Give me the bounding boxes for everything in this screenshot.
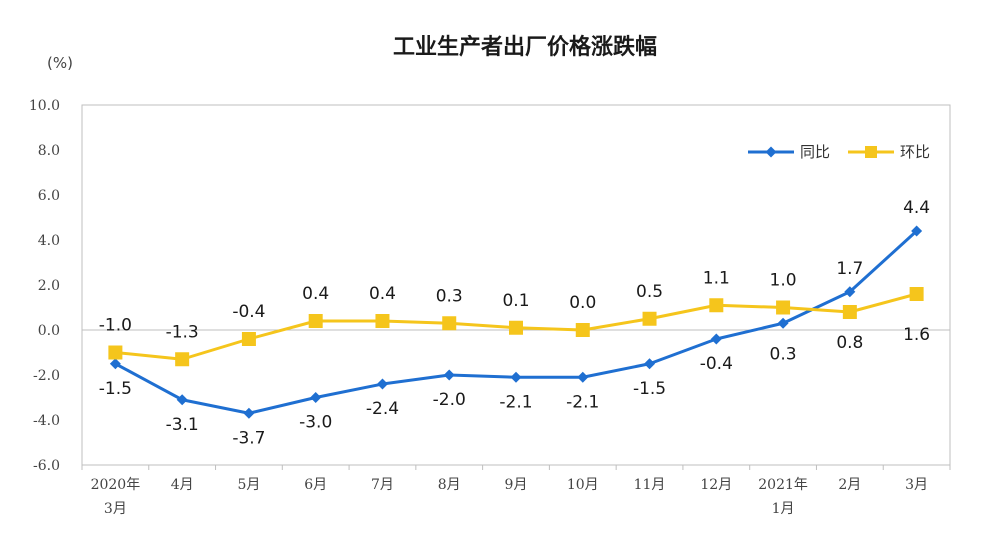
x-tick-label: 3月 [905, 477, 928, 493]
data-label-yoy: -3.7 [232, 428, 265, 448]
legend-label: 环比 [900, 143, 930, 161]
y-unit-label: (%) [47, 54, 73, 72]
x-tick-label: 5月 [237, 477, 260, 493]
x-tick-label: 6月 [304, 477, 327, 493]
data-point-mom [442, 316, 457, 331]
data-point-mom [308, 314, 323, 328]
series-layer [108, 225, 924, 419]
data-label-yoy: -3.1 [166, 415, 199, 435]
data-label-mom: -0.4 [232, 302, 265, 322]
y-tick-label: 6.0 [38, 188, 60, 204]
data-label-yoy: -2.4 [366, 399, 399, 419]
legend-swatch-marker [765, 146, 777, 158]
data-label-mom: -1.3 [166, 322, 199, 342]
data-label-mom: 0.0 [569, 293, 596, 313]
x-tick-label: 8月 [438, 477, 461, 493]
y-tick-label: -6.0 [33, 458, 60, 474]
plot-area-frame [81, 104, 951, 466]
y-tick-label: 0.0 [38, 323, 60, 339]
data-point-mom [509, 320, 523, 335]
data-point-mom [842, 305, 857, 319]
x-tick-label: 12月 [700, 477, 732, 493]
data-point-yoy [644, 358, 656, 370]
data-label-mom: 0.5 [636, 282, 663, 302]
x-tick-label: 7月 [371, 477, 394, 493]
data-label-mom: 0.3 [436, 286, 463, 306]
data-label-yoy: -1.5 [99, 379, 132, 399]
data-label-yoy: -1.5 [633, 379, 666, 399]
data-label-yoy: 4.4 [903, 198, 930, 218]
x-tick-label: 1月 [772, 501, 795, 517]
data-point-yoy [844, 286, 856, 298]
y-tick-label: 4.0 [38, 233, 60, 249]
legend-label: 同比 [800, 143, 830, 161]
legend: 同比 环比 [748, 143, 930, 161]
data-label-yoy: -2.0 [433, 390, 466, 410]
chart-title: 工业生产者出厂价格涨跌幅 [393, 34, 657, 60]
data-label-mom: 1.6 [903, 325, 930, 345]
data-point-mom [642, 311, 657, 326]
x-tick-label: 3月 [104, 501, 127, 517]
y-tick-label: 8.0 [38, 143, 60, 159]
data-label-yoy: -2.1 [499, 392, 532, 412]
x-axis: 2020年 3月 4月 5月 6月 7月 8月 9月 10月 11月 12月 2021年 1月 2月 3月 [81, 465, 951, 517]
data-point-yoy [911, 225, 923, 237]
data-point-yoy [443, 369, 455, 381]
data-point-yoy [176, 394, 188, 406]
data-point-mom [241, 332, 256, 346]
data-labels: -1.0 -1.3 -0.4 0.4 0.4 0.3 0.1 0.0 0.5 1.1 1.0 0.8 1… [99, 198, 930, 448]
data-label-yoy: -2.1 [566, 392, 599, 412]
x-tick-label: 2021年 [758, 477, 808, 493]
x-tick-label: 4月 [171, 477, 194, 493]
data-point-yoy [310, 392, 322, 403]
data-label-mom: 0.8 [836, 333, 863, 353]
data-point-mom [575, 323, 590, 337]
data-point-mom [108, 345, 123, 360]
data-label-yoy: -0.4 [700, 354, 733, 374]
data-point-mom [709, 298, 724, 313]
data-label-mom: -1.0 [99, 316, 132, 336]
data-point-yoy [510, 371, 522, 383]
data-label-mom: 0.4 [302, 284, 329, 304]
data-point-yoy [109, 358, 121, 370]
data-label-yoy: 1.7 [836, 259, 863, 279]
data-point-yoy [376, 378, 388, 390]
y-tick-label: -2.0 [33, 368, 60, 384]
y-tick-label: -4.0 [33, 413, 60, 429]
data-point-yoy [710, 333, 722, 345]
x-tick-label: 10月 [567, 477, 599, 493]
data-point-yoy [777, 317, 789, 329]
x-tick-label: 2月 [838, 477, 861, 493]
x-tick-label: 11月 [634, 477, 666, 493]
data-label-mom: 1.1 [703, 268, 730, 288]
data-point-mom [776, 300, 791, 315]
legend-swatch-marker [865, 146, 877, 158]
x-tick-label: 2020年 [91, 477, 141, 493]
data-label-yoy: 0.3 [770, 344, 797, 364]
data-point-mom [909, 287, 924, 301]
y-tick-label: 10.0 [29, 98, 60, 114]
data-point-yoy [577, 371, 589, 383]
data-point-mom [375, 314, 390, 328]
y-axis: 10.0 8.0 6.0 4.0 2.0 0.0 -2.0 -4.0 -6.0 [29, 98, 950, 474]
data-label-yoy: -3.0 [299, 413, 332, 433]
data-point-yoy [243, 407, 255, 419]
x-tick-label: 9月 [505, 477, 528, 493]
data-point-mom [175, 352, 190, 367]
data-label-mom: 1.0 [770, 271, 797, 291]
y-tick-label: 2.0 [38, 278, 60, 294]
data-label-mom: 0.1 [502, 291, 529, 311]
data-label-mom: 0.4 [369, 284, 396, 304]
